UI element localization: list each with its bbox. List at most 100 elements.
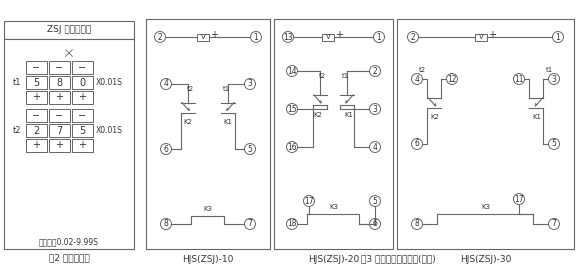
Text: 12: 12 [447, 74, 457, 84]
Text: +: + [32, 92, 40, 103]
Text: +: + [79, 92, 87, 103]
Text: K1: K1 [344, 112, 354, 118]
Bar [72, 109, 93, 122]
Bar [72, 139, 93, 152]
Text: 图3 继电器端子接线图(背视): 图3 继电器端子接线图(背视) [361, 254, 436, 264]
Text: t2: t2 [318, 73, 325, 79]
Bar [146, 19, 270, 249]
Text: +: + [335, 30, 343, 40]
Bar [26, 61, 47, 74]
Text: +: + [55, 92, 64, 103]
Bar [4, 21, 134, 39]
Bar [397, 19, 574, 249]
Text: t2: t2 [187, 86, 194, 92]
Text: −: − [32, 62, 40, 73]
Text: K3: K3 [481, 204, 490, 210]
Text: HJS(ZSJ)-20: HJS(ZSJ)-20 [308, 254, 359, 264]
Bar [72, 76, 93, 89]
Text: 7: 7 [551, 219, 557, 229]
Text: 3: 3 [247, 80, 253, 88]
Bar [26, 76, 47, 89]
Bar [26, 109, 47, 122]
Text: 7: 7 [57, 125, 62, 135]
Text: −: − [55, 111, 64, 120]
Bar [72, 91, 93, 104]
Bar [72, 124, 93, 137]
Text: +: + [488, 30, 497, 40]
Text: HJS(ZSJ)-30: HJS(ZSJ)-30 [460, 254, 511, 264]
Bar [49, 61, 70, 74]
Bar [26, 124, 47, 137]
Text: V: V [201, 34, 205, 40]
Text: 16: 16 [287, 143, 297, 151]
Text: 6: 6 [414, 139, 420, 148]
Text: −: − [79, 62, 87, 73]
Text: 1: 1 [254, 33, 258, 41]
Text: 4: 4 [164, 80, 168, 88]
Text: 8: 8 [414, 219, 420, 229]
Text: t1: t1 [13, 78, 21, 87]
Text: t1: t1 [342, 73, 349, 79]
Text: K1: K1 [224, 119, 232, 124]
Text: 11: 11 [514, 74, 524, 84]
Bar [323, 33, 335, 41]
Text: 15: 15 [287, 104, 297, 113]
Text: 3: 3 [551, 74, 557, 84]
Text: 14: 14 [287, 66, 297, 76]
Bar [49, 124, 70, 137]
Bar [274, 19, 393, 249]
Text: 图2 面板示意图: 图2 面板示意图 [49, 253, 90, 262]
Text: V: V [479, 34, 484, 40]
Bar [72, 61, 93, 74]
Text: 2: 2 [410, 33, 416, 41]
Text: ZSJ 时间继电器: ZSJ 时间继电器 [47, 26, 91, 34]
Text: 13: 13 [283, 33, 293, 41]
Text: +: + [79, 140, 87, 151]
Bar [4, 39, 134, 249]
Bar [476, 33, 487, 41]
Text: +: + [32, 140, 40, 151]
Text: 17: 17 [304, 197, 314, 206]
Bar [197, 33, 209, 41]
Text: K3: K3 [203, 206, 213, 212]
Text: −: − [79, 111, 87, 120]
Text: V: V [326, 34, 331, 40]
Text: K3: K3 [329, 204, 338, 210]
Bar [49, 109, 70, 122]
Text: 5: 5 [79, 125, 86, 135]
Text: X0.01S: X0.01S [96, 126, 123, 135]
Text: K1: K1 [532, 114, 541, 120]
Text: 4: 4 [414, 74, 420, 84]
Text: 1: 1 [377, 33, 381, 41]
Bar [49, 91, 70, 104]
Text: t2: t2 [13, 126, 21, 135]
Text: −: − [55, 62, 64, 73]
Text: 7: 7 [247, 219, 253, 229]
Text: 17: 17 [514, 194, 524, 203]
Text: K2: K2 [313, 112, 323, 118]
Text: K2: K2 [184, 119, 192, 124]
Text: K2: K2 [430, 114, 439, 120]
Bar [26, 139, 47, 152]
Text: 整定范围0.02-9.99S: 整定范围0.02-9.99S [39, 238, 99, 246]
Text: 0: 0 [79, 77, 86, 88]
Text: 5: 5 [34, 77, 40, 88]
Text: t2: t2 [418, 67, 425, 73]
Text: 4: 4 [373, 143, 377, 151]
Bar [49, 139, 70, 152]
Text: −: − [32, 111, 40, 120]
Text: 5: 5 [373, 197, 377, 206]
Text: 5: 5 [551, 139, 557, 148]
Text: 8: 8 [164, 219, 168, 229]
Text: 1: 1 [555, 33, 561, 41]
Text: 2: 2 [34, 125, 40, 135]
Text: X0.01S: X0.01S [96, 78, 123, 87]
Text: 18: 18 [287, 219, 297, 229]
Text: +: + [210, 30, 218, 40]
Text: +: + [55, 140, 64, 151]
Text: 2: 2 [158, 33, 162, 41]
Bar [49, 76, 70, 89]
Text: 6: 6 [164, 144, 168, 154]
Text: 8: 8 [57, 77, 62, 88]
Bar [26, 91, 47, 104]
